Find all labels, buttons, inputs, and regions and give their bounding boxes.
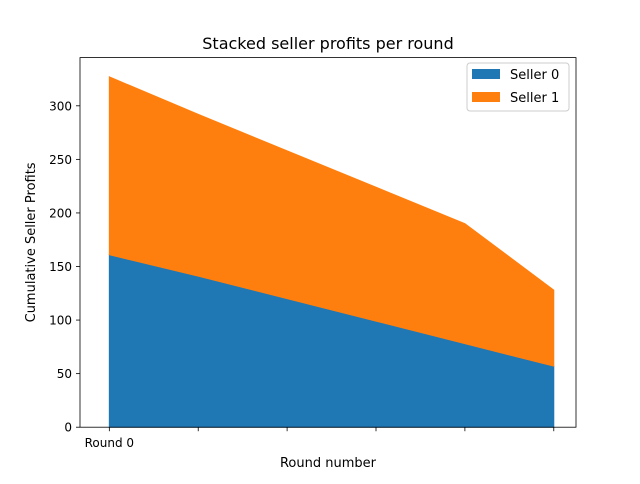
y-axis: 0 50 100 150 200 250 300: [49, 99, 80, 435]
x-tick-label-0: Round 0: [85, 436, 134, 450]
x-axis-label: Round number: [280, 456, 377, 471]
chart-title: Stacked seller profits per round: [202, 34, 453, 53]
y-tick-label-4: 200: [49, 206, 72, 220]
y-tick-label-2: 100: [49, 314, 72, 328]
y-tick-label-3: 150: [49, 260, 72, 274]
y-tick-label-6: 300: [49, 99, 72, 113]
areas-layer: [108, 76, 555, 428]
area-seller-1: [108, 76, 555, 367]
legend: Seller 0 Seller 1: [466, 62, 570, 112]
y-tick-label-5: 250: [49, 153, 72, 167]
legend-label-seller-1: Seller 1: [510, 91, 559, 106]
y-tick-label-0: 0: [64, 421, 72, 435]
x-axis: Round 0: [85, 427, 555, 450]
legend-swatch-seller-1: [472, 92, 500, 102]
plot-frame: [79, 57, 577, 428]
legend-label-seller-0: Seller 0: [510, 68, 559, 83]
y-axis-label: Cumulative Seller Profits: [24, 162, 39, 322]
y-tick-label-1: 50: [57, 367, 72, 381]
legend-swatch-seller-0: [472, 69, 500, 79]
